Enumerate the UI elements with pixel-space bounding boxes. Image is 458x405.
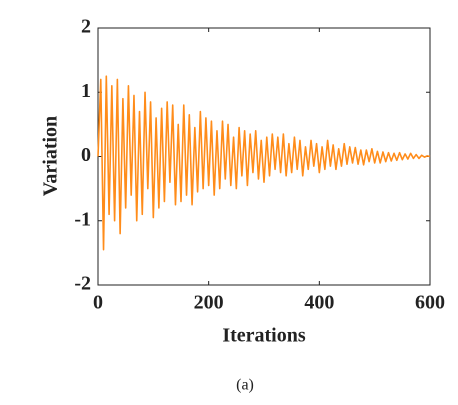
y-axis-label: Variation [40,116,62,196]
y-tick-label: 2 [81,16,91,38]
y-tick-label: -1 [74,208,91,230]
x-tick-label: 200 [194,292,224,314]
x-tick-label: 600 [415,292,445,314]
y-tick-label: 0 [81,144,91,166]
caption: (a) [236,377,254,394]
plot-frame [97,27,431,286]
data-line [97,75,431,251]
y-tick-label: -2 [74,273,91,295]
x-tick-label: 400 [304,292,334,314]
y-tick-label: 1 [81,80,91,102]
x-tick-label: 0 [93,292,103,314]
x-axis-label: Iterations [222,325,306,347]
